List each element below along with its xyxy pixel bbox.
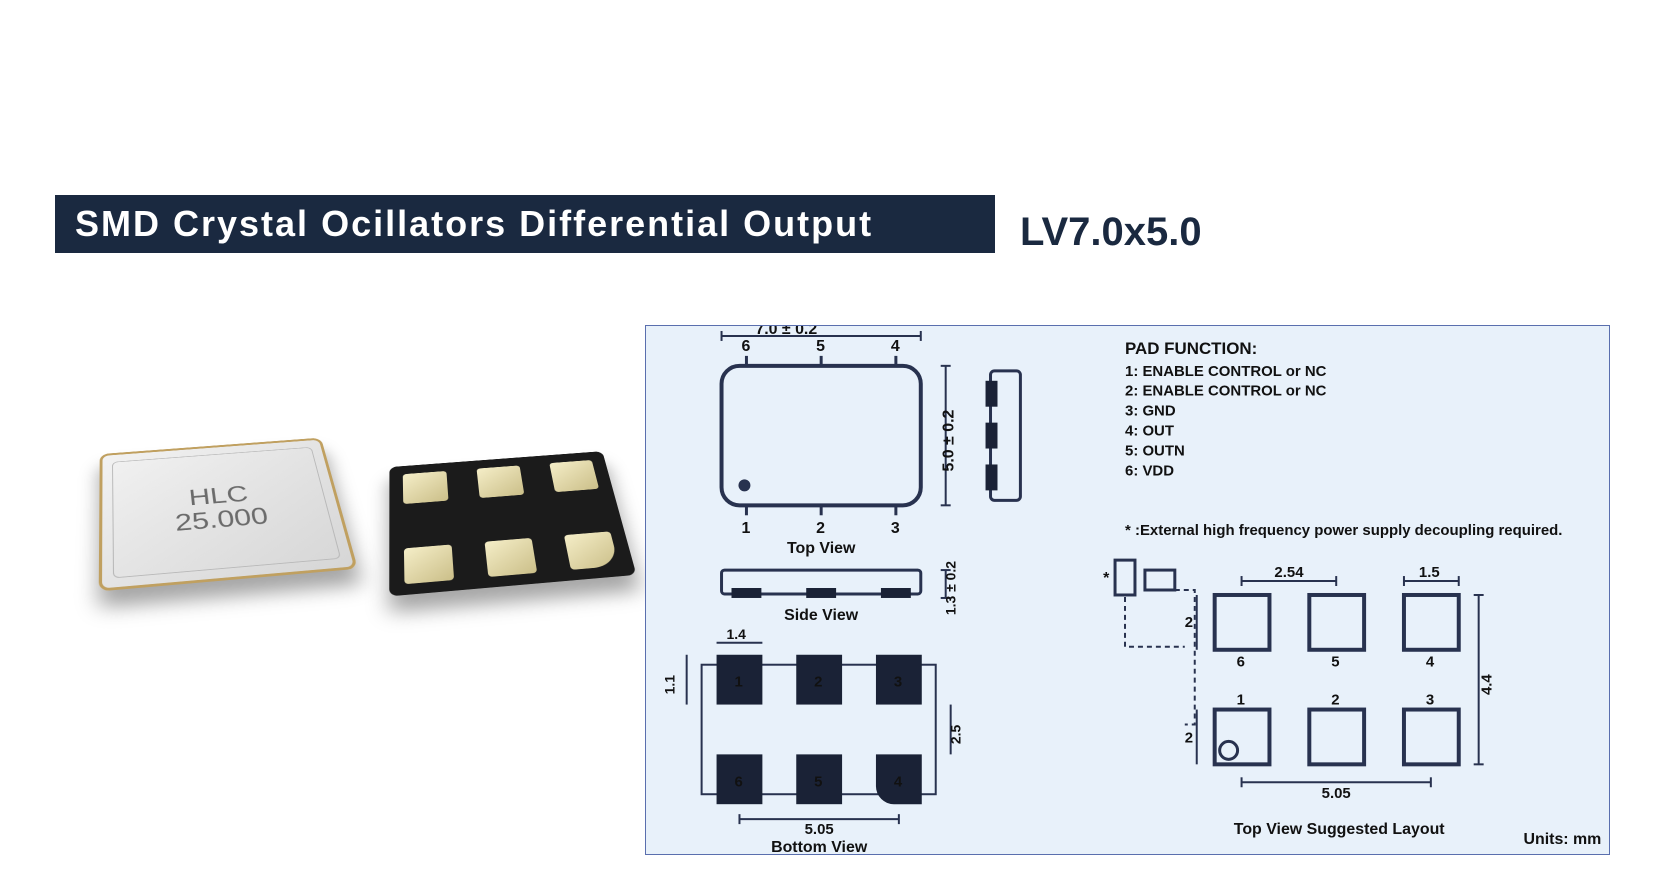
svg-text:7.0 ± 0.2: 7.0 ± 0.2	[755, 326, 817, 338]
svg-text:4: 4	[1426, 654, 1435, 671]
svg-text:2: ENABLE CONTROL or NC: 2: ENABLE CONTROL or NC	[1125, 383, 1327, 400]
svg-text:*: *	[1103, 570, 1110, 587]
svg-text:6: 6	[1237, 654, 1245, 671]
svg-text:4: OUT: 4: OUT	[1125, 423, 1174, 440]
svg-text:3: GND: 3: GND	[1125, 403, 1176, 420]
chip-marking: HLC 25.000	[172, 481, 270, 536]
product-photo: HLC 25.000	[70, 380, 630, 660]
pad-function-block: PAD FUNCTION: 1: ENABLE CONTROL or NC 2:…	[1125, 339, 1327, 480]
component-top-view: HLC 25.000	[99, 438, 358, 592]
svg-text:4: 4	[891, 338, 900, 355]
svg-text:5: 5	[1331, 654, 1339, 671]
svg-text:1.4: 1.4	[727, 626, 747, 642]
svg-text:2.5: 2.5	[948, 725, 964, 745]
svg-text:5.0 ± 0.2: 5.0 ± 0.2	[941, 409, 958, 471]
svg-text:2: 2	[816, 520, 825, 537]
model-number: LV7.0x5.0	[1020, 210, 1202, 255]
svg-text:6: VDD: 6: VDD	[1125, 462, 1174, 479]
top-view-drawing: 6 5 4 1 2 3 7.0 ± 0.2 5.0 ± 0.2 Top View	[722, 326, 958, 557]
side-view-drawing: 1.3 ± 0.2 Side View	[722, 561, 959, 624]
svg-text:2: 2	[1185, 729, 1193, 746]
svg-text:2.54: 2.54	[1274, 564, 1304, 581]
svg-text:5.05: 5.05	[1322, 785, 1351, 802]
bottom-view-drawing: 1 2 3 6 5 4 1.4 1.1 2.5 5.05 Bottom View	[662, 626, 964, 854]
svg-text:4.4: 4.4	[1479, 674, 1496, 695]
svg-text:1.5: 1.5	[1419, 564, 1440, 581]
component-bottom-view	[389, 451, 636, 596]
svg-text:4: 4	[894, 773, 903, 790]
suggested-layout-drawing: * :External high frequency power supply …	[1103, 522, 1562, 838]
svg-text:6: 6	[734, 773, 742, 790]
svg-text:2: 2	[1331, 692, 1339, 709]
svg-text:* :External high frequency pow: * :External high frequency power supply …	[1125, 522, 1562, 539]
svg-text:2: 2	[1185, 614, 1193, 631]
svg-text:1: ENABLE CONTROL or NC: 1: ENABLE CONTROL or NC	[1125, 363, 1327, 380]
svg-text:Top View: Top View	[787, 540, 856, 557]
svg-text:5: 5	[814, 773, 822, 790]
technical-diagram: 6 5 4 1 2 3 7.0 ± 0.2 5.0 ± 0.2 Top View	[645, 325, 1610, 855]
svg-text:1: 1	[741, 520, 750, 537]
svg-text:Bottom View: Bottom View	[771, 839, 868, 854]
svg-text:1.1: 1.1	[662, 675, 678, 695]
svg-text:3: 3	[1426, 692, 1434, 709]
svg-text:1: 1	[1237, 692, 1245, 709]
page-title: SMD Crystal Ocillators Differential Outp…	[75, 203, 873, 245]
svg-text:3: 3	[894, 674, 902, 691]
svg-text:5: OUTN: 5: OUTN	[1125, 443, 1185, 460]
svg-text:Top View Suggested Layout: Top View Suggested Layout	[1234, 821, 1446, 838]
svg-text:1: 1	[734, 674, 742, 691]
svg-text:6: 6	[741, 338, 750, 355]
units-label: Units: mm	[1524, 831, 1602, 848]
svg-text:5: 5	[816, 338, 825, 355]
svg-text:3: 3	[891, 520, 900, 537]
title-bar: SMD Crystal Ocillators Differential Outp…	[55, 195, 995, 253]
svg-text:PAD FUNCTION:: PAD FUNCTION:	[1125, 339, 1257, 358]
svg-text:Side View: Side View	[784, 607, 859, 624]
end-view-drawing	[986, 371, 1021, 501]
svg-text:5.05: 5.05	[805, 821, 834, 838]
svg-text:1.3 ± 0.2: 1.3 ± 0.2	[943, 561, 959, 615]
svg-text:2: 2	[814, 674, 822, 691]
